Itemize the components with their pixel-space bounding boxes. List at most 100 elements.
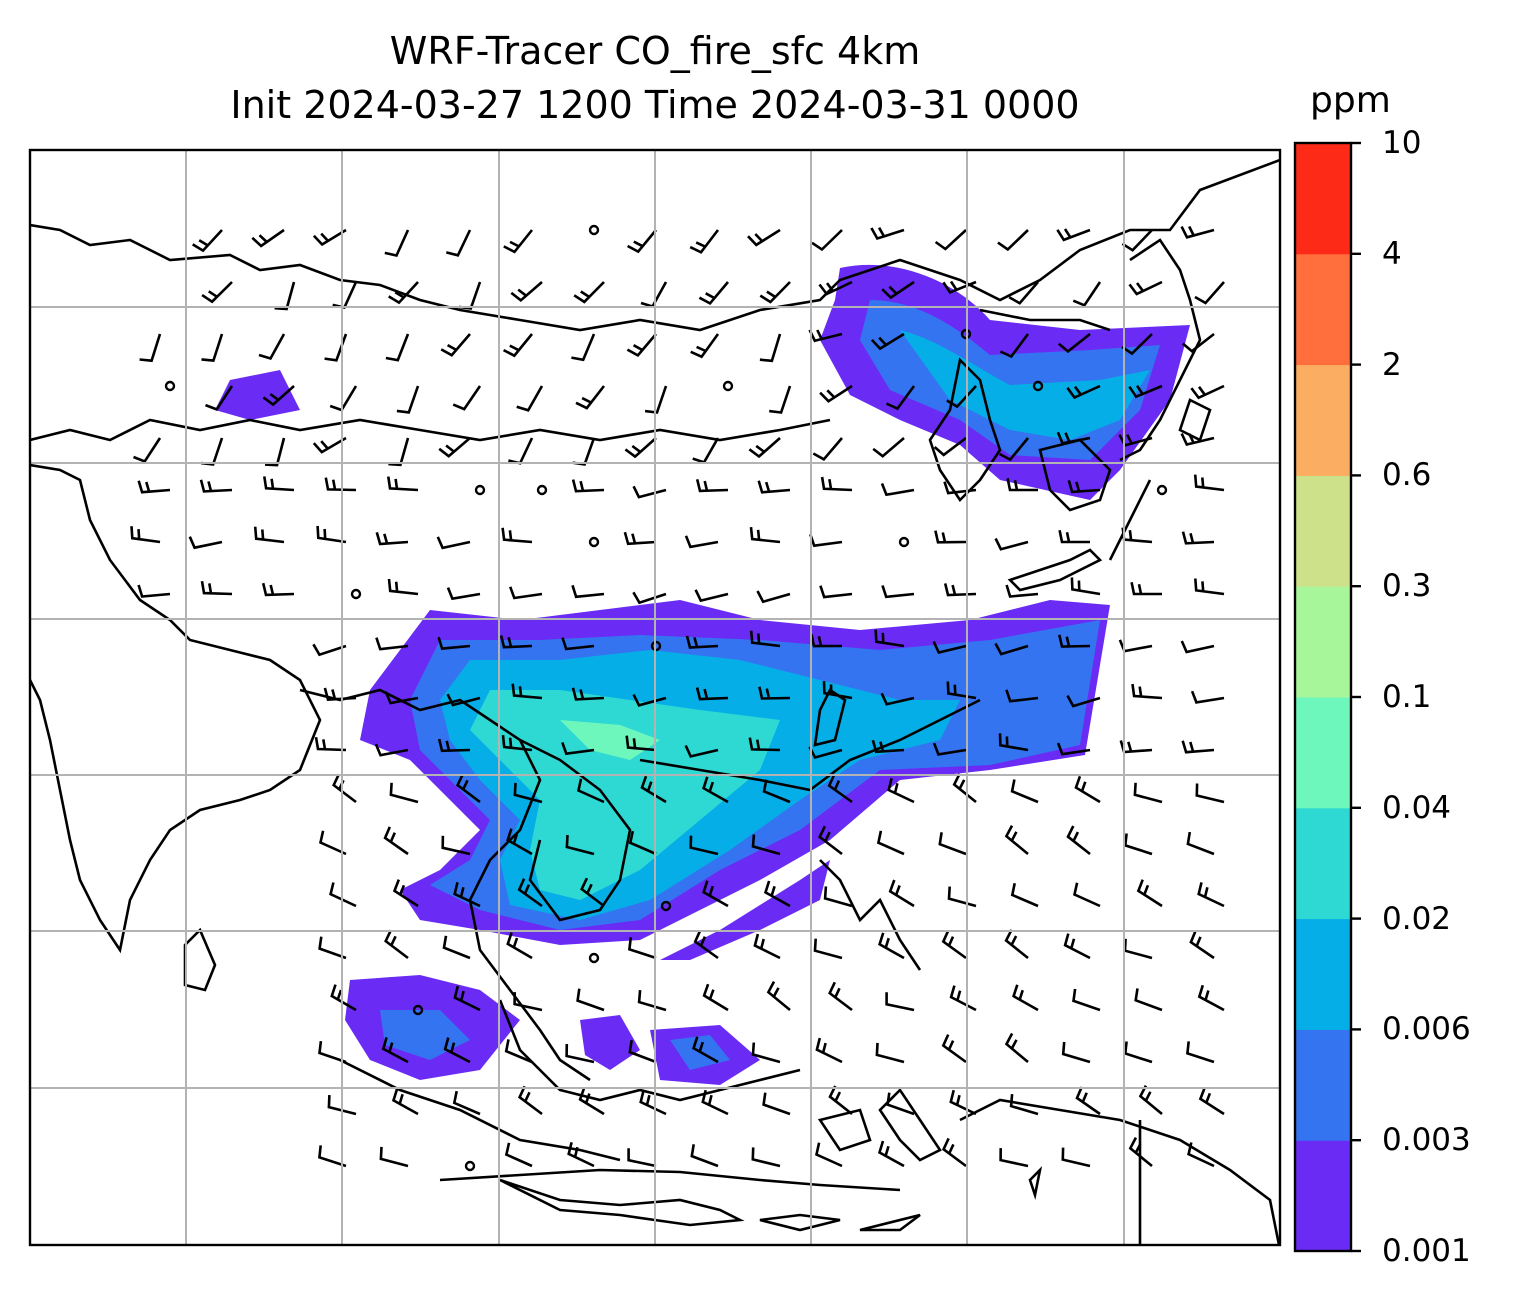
wind-barb bbox=[1194, 578, 1225, 596]
wind-barb bbox=[766, 980, 791, 1012]
wind-barb bbox=[438, 437, 471, 458]
colorbar-tick-label: 0.6 bbox=[1382, 457, 1432, 494]
wind-barb bbox=[628, 830, 657, 856]
wind-barb bbox=[689, 835, 719, 856]
coastlines bbox=[30, 158, 1280, 1245]
co-plume-northeast bbox=[820, 264, 1190, 500]
wind-barb bbox=[513, 782, 543, 804]
wind-barb bbox=[388, 437, 410, 467]
colorbar-tick-label: 0.001 bbox=[1382, 1233, 1471, 1269]
wind-barb bbox=[501, 734, 533, 752]
wind-barb bbox=[314, 736, 347, 752]
wind-barb bbox=[571, 479, 605, 493]
wind-barb bbox=[1128, 280, 1163, 296]
wind-barb bbox=[639, 1089, 667, 1116]
wind-barb bbox=[384, 929, 409, 960]
wind-barb bbox=[684, 744, 719, 758]
wind-barb bbox=[499, 635, 533, 649]
colorbar-segment bbox=[1295, 253, 1351, 366]
wind-barb bbox=[312, 228, 347, 247]
wind-barb bbox=[818, 825, 843, 856]
wind-barb bbox=[561, 741, 595, 756]
wind-barb bbox=[1181, 740, 1215, 754]
wind-barb bbox=[572, 437, 596, 466]
wind-barb bbox=[748, 437, 781, 459]
wind-barb bbox=[818, 280, 853, 296]
colorbar-segment bbox=[1295, 1140, 1351, 1252]
wind-barb bbox=[875, 1042, 905, 1064]
wind-barb bbox=[508, 437, 534, 465]
calm-wind-circle bbox=[536, 484, 548, 496]
wind-barb bbox=[571, 687, 605, 701]
wind-barb bbox=[1121, 229, 1153, 252]
wind-barb bbox=[1123, 1041, 1153, 1064]
wind-barb bbox=[442, 935, 471, 960]
wind-barb bbox=[870, 227, 905, 241]
wind-barb bbox=[934, 229, 967, 251]
wind-barb bbox=[1134, 988, 1163, 1012]
wind-barb bbox=[943, 583, 977, 597]
wind-barb bbox=[455, 773, 481, 804]
wind-barb bbox=[1005, 689, 1039, 703]
wind-barb bbox=[632, 694, 667, 707]
wind-barb bbox=[828, 981, 853, 1012]
wind-barb bbox=[701, 1089, 729, 1116]
wind-barb bbox=[258, 333, 286, 361]
wind-barb bbox=[692, 1036, 719, 1064]
wind-barb bbox=[813, 938, 843, 960]
wind-barb bbox=[1190, 384, 1225, 400]
wind-barb bbox=[881, 585, 915, 599]
wind-barb bbox=[1004, 1032, 1029, 1063]
wind-barb bbox=[820, 476, 853, 492]
wind-barb bbox=[871, 739, 905, 754]
wind-barb bbox=[932, 742, 967, 756]
wind-barb bbox=[1066, 694, 1101, 708]
wind-barb bbox=[1193, 474, 1225, 492]
wind-barb bbox=[1058, 634, 1091, 648]
wind-barb bbox=[188, 536, 223, 550]
colorbar-segment bbox=[1295, 364, 1351, 476]
wind-barb bbox=[130, 526, 161, 544]
wind-barb bbox=[749, 526, 781, 544]
wind-barb bbox=[881, 280, 915, 300]
wind-barb bbox=[627, 1148, 657, 1168]
wind-barb bbox=[1009, 1093, 1039, 1116]
wind-barb bbox=[685, 635, 719, 649]
wind-barb bbox=[625, 735, 657, 752]
wind-barb bbox=[888, 879, 915, 908]
wind-barb bbox=[1197, 984, 1225, 1012]
wind-barb bbox=[1187, 1142, 1215, 1168]
wind-barb bbox=[133, 437, 162, 463]
calm-wind-circle bbox=[1156, 484, 1168, 496]
colorbar bbox=[1295, 141, 1361, 1253]
wind-barb bbox=[274, 281, 296, 311]
wind-barb bbox=[318, 1040, 347, 1064]
wind-barb bbox=[200, 437, 224, 466]
wind-barb bbox=[263, 476, 295, 492]
wind-barb bbox=[253, 526, 285, 544]
wind-barb bbox=[1056, 431, 1091, 445]
wind-barb bbox=[510, 281, 543, 302]
wind-barb bbox=[949, 1089, 977, 1116]
wind-barb bbox=[511, 683, 543, 700]
wind-barb bbox=[1005, 584, 1039, 598]
wind-barb bbox=[381, 1037, 409, 1064]
wind-barb bbox=[1072, 281, 1102, 307]
wind-barb bbox=[626, 229, 658, 254]
wind-barb bbox=[932, 641, 967, 655]
wind-barb bbox=[747, 228, 781, 247]
wind-barb bbox=[1074, 775, 1101, 804]
wind-barb bbox=[874, 629, 905, 648]
wind-barb bbox=[437, 636, 471, 650]
wind-barb bbox=[947, 886, 977, 908]
wind-barb bbox=[949, 985, 977, 1012]
wind-barb bbox=[199, 479, 233, 493]
wind-barb bbox=[1131, 683, 1163, 700]
wind-barb bbox=[994, 537, 1029, 551]
calm-wind-circle bbox=[464, 1160, 476, 1172]
wind-barb bbox=[702, 983, 729, 1012]
calm-wind-circle bbox=[588, 224, 600, 236]
wind-barb bbox=[1006, 477, 1038, 492]
wind-barb bbox=[762, 779, 791, 804]
wind-barb bbox=[1066, 384, 1101, 400]
